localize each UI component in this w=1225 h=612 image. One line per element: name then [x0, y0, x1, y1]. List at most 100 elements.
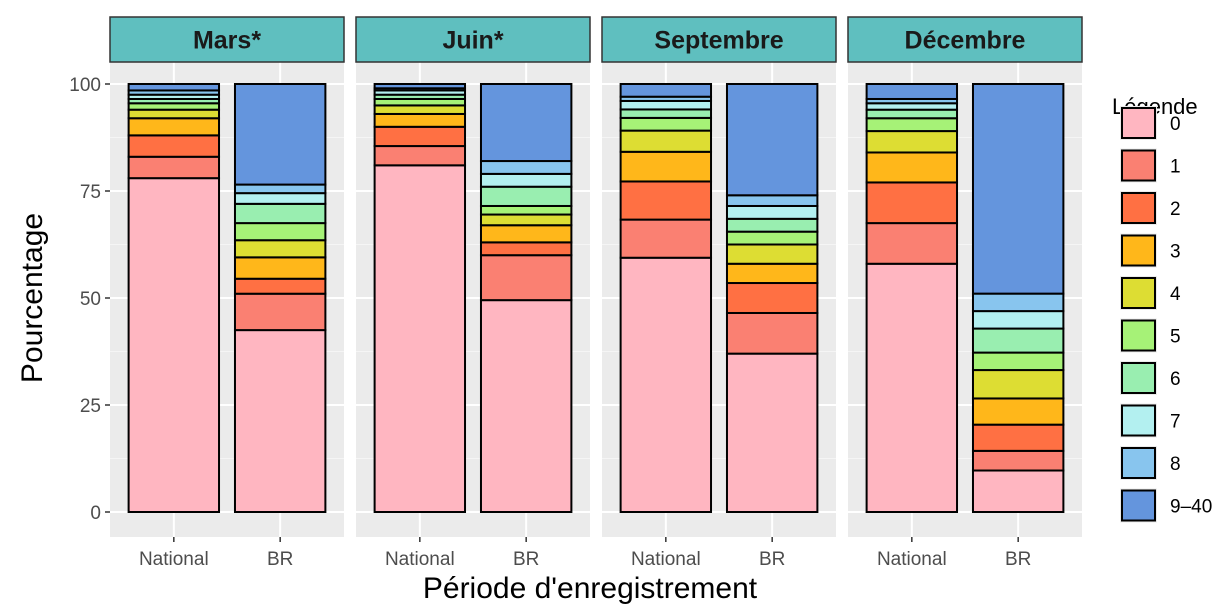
y-tick-label: 0 [90, 503, 101, 524]
bar-segment [865, 130, 959, 154]
legend-label: 6 [1170, 369, 1181, 390]
facet-title: Juin* [442, 27, 503, 55]
bar-segment [725, 230, 819, 246]
bar-segment [233, 329, 327, 513]
bar-segment [127, 177, 221, 513]
legend-swatch [1121, 234, 1156, 267]
bar-segment [725, 311, 819, 355]
facet-panel: Septembre National BR [601, 16, 837, 570]
bar-segment [619, 116, 713, 132]
bar-segment [971, 449, 1065, 472]
bar-segment [373, 125, 467, 148]
facet-strip [601, 16, 837, 63]
bar-segment [233, 256, 327, 280]
legend-swatch [1121, 107, 1156, 139]
x-tick-label: National [631, 549, 701, 570]
legend-swatch [1121, 149, 1156, 182]
bar-segment [479, 185, 573, 207]
bar-segment [971, 369, 1065, 400]
facet-title: Décembre [905, 27, 1026, 55]
bar-segment [127, 117, 221, 137]
facet-panel: Décembre National BR [847, 16, 1083, 570]
bar-segment [233, 183, 327, 195]
bar-segment [865, 117, 959, 133]
x-tick-label: National [385, 549, 455, 570]
bar-segment [725, 243, 819, 265]
legend-label: 3 [1170, 242, 1181, 263]
bar-segment [233, 192, 327, 205]
bar-segment [233, 222, 327, 242]
legend-label: 4 [1170, 284, 1181, 305]
bar-segment [479, 224, 573, 244]
bar-segment [725, 204, 819, 220]
bar-segment [233, 292, 327, 332]
legend-label: 2 [1170, 199, 1181, 220]
bar-segment [127, 108, 221, 120]
legend-label: 9–40 [1170, 497, 1212, 518]
facet-strip [847, 16, 1083, 63]
x-tick-label: National [139, 549, 209, 570]
bar-segment [725, 217, 819, 233]
legend-swatch [1121, 319, 1156, 352]
legend-swatch [1121, 277, 1156, 309]
x-tick-label: BR [759, 549, 785, 570]
bar-segment [127, 134, 221, 158]
bar-segment [725, 83, 819, 197]
bar-segment [479, 213, 573, 227]
bar-segment [619, 256, 713, 514]
facet-title: Septembre [654, 27, 783, 55]
bar-segment [373, 83, 467, 90]
bar-segment [725, 262, 819, 285]
legend-swatch [1121, 362, 1156, 394]
bar-segment [865, 262, 959, 514]
bar-segment [971, 469, 1065, 513]
y-tick-label: 50 [80, 289, 101, 310]
x-tick-label: BR [513, 549, 539, 570]
bar-segment [479, 241, 573, 257]
bar-segment [865, 83, 959, 100]
bar-segment [619, 99, 713, 111]
y-tick-label: 100 [69, 75, 101, 96]
bar-segment [127, 83, 221, 92]
legend-swatch [1121, 192, 1156, 224]
bar-segment [127, 155, 221, 180]
bar-segment [619, 180, 713, 221]
y-tick-label: 75 [80, 182, 101, 203]
x-tick-label: National [877, 549, 947, 570]
bar-segment [725, 352, 819, 514]
bar-segment [971, 351, 1065, 372]
bar-segment [619, 129, 713, 153]
y-tick-label: 25 [80, 396, 101, 417]
bar-segment [479, 204, 573, 216]
legend-swatch [1121, 404, 1156, 437]
facet-panel: Mars* National BR [109, 16, 345, 570]
x-tick-label: BR [1005, 549, 1031, 570]
bar-segment [971, 327, 1065, 354]
bar-segment [865, 222, 959, 265]
bar-segment [619, 108, 713, 119]
bar-segment [479, 160, 573, 175]
bar-segment [619, 83, 713, 98]
bar-segment [479, 83, 573, 163]
bar-segment [725, 194, 819, 207]
x-tick-label: BR [267, 549, 293, 570]
facet-strip [355, 16, 591, 63]
x-axis-title: Période d'enregistrement [423, 572, 758, 605]
bar-segment [373, 145, 467, 167]
y-axis-title: Pourcentage [16, 213, 49, 383]
bar-segment [865, 151, 959, 184]
bar-segment [479, 299, 573, 514]
bar-segment [373, 104, 467, 115]
bar-segment [971, 292, 1065, 313]
legend-label: 1 [1170, 157, 1181, 178]
bar-segment [619, 150, 713, 183]
facet-panel: Juin* National BR [355, 16, 591, 570]
bar-segment [373, 112, 467, 128]
legend-label: 8 [1170, 454, 1181, 475]
bar-segment [233, 202, 327, 225]
bar-segment [865, 108, 959, 120]
bar-segment [373, 164, 467, 513]
facet-title: Mars* [193, 27, 261, 55]
